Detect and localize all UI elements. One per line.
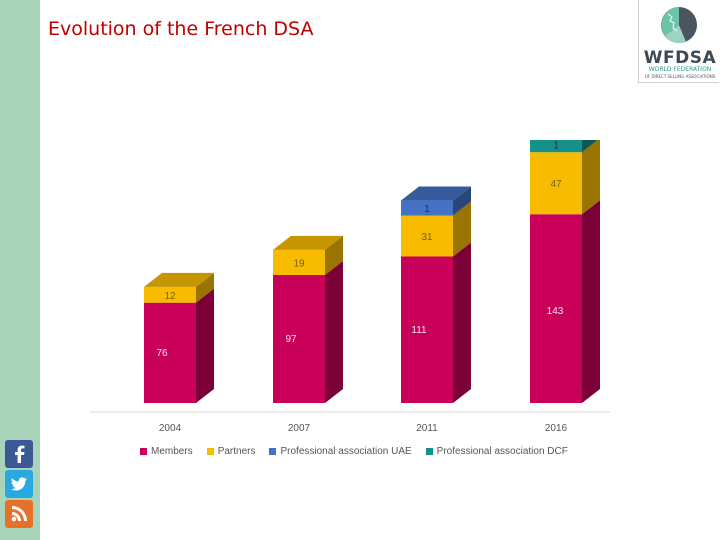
data-label-partners-2016: 47 xyxy=(550,179,562,190)
bar-top-2004 xyxy=(144,272,214,287)
data-label-partners-2007: 19 xyxy=(293,258,305,269)
bar-side-partners-2011 xyxy=(453,201,471,257)
rss-icon[interactable] xyxy=(5,500,33,528)
wfdsa-logo: WFDSA WORLD FEDERATION OF DIRECT SELLING… xyxy=(636,0,720,84)
bar-side-partners-2004 xyxy=(196,272,214,303)
bar-side-members-2016 xyxy=(582,200,600,403)
bar-professional-association-dcf-2016 xyxy=(530,140,582,153)
stacked-bar-chart: 76 12 2004 97 19 2007 111 31 1 2011 143 47 1 2016 xyxy=(90,140,610,434)
legend-label: Professional association DCF xyxy=(436,446,568,457)
legend-item-members: Members xyxy=(140,446,193,457)
logo-frame xyxy=(638,0,719,83)
side-strip xyxy=(0,0,40,540)
data-label-members-2007: 97 xyxy=(285,334,297,345)
legend-swatch xyxy=(269,448,277,455)
bar-side-professional-association-uae-2011 xyxy=(453,186,471,216)
legend-item-partners: Partners xyxy=(206,446,256,457)
legend-swatch xyxy=(425,448,433,455)
legend-label: Professional association UAE xyxy=(280,446,412,457)
data-label-partners-2004: 12 xyxy=(164,291,176,302)
bar-top-2007 xyxy=(273,235,343,250)
bar-professional-association-uae-2011 xyxy=(401,200,453,216)
x-tick-label-2004: 2004 xyxy=(159,423,182,434)
data-label-members-2004: 76 xyxy=(156,348,168,359)
bar-side-members-2007 xyxy=(325,260,343,403)
logo-subtitle: WORLD FEDERATION xyxy=(648,66,712,73)
bar-side-members-2004 xyxy=(196,288,214,403)
facebook-icon[interactable] xyxy=(5,440,33,468)
legend-label: Partners xyxy=(217,446,256,457)
bar-partners-2011 xyxy=(401,215,453,257)
bar-members-2016 xyxy=(530,214,582,403)
globe-icon xyxy=(661,7,697,44)
x-tick-label-2007: 2007 xyxy=(288,423,311,434)
bar-top-2011 xyxy=(401,186,471,201)
page-title: Evolution of the French DSA xyxy=(48,18,314,40)
data-label-members-2011: 111 xyxy=(411,325,427,336)
logo-subtitle-small: OF DIRECT SELLING ASSOCIATIONS xyxy=(644,74,716,79)
bar-partners-2016 xyxy=(530,152,582,215)
logo-text: WFDSA xyxy=(643,48,717,68)
data-label-partners-2011: 31 xyxy=(421,232,433,243)
data-label-professional-association-dcf-2016: 1 xyxy=(553,141,559,152)
bar-side-members-2011 xyxy=(453,242,471,403)
chart-legend: Members Partners Professional association … xyxy=(140,446,568,457)
bar-members-2007 xyxy=(273,274,325,403)
data-label-members-2016: 143 xyxy=(547,306,564,317)
bar-partners-2004 xyxy=(144,286,196,303)
twitter-icon[interactable] xyxy=(5,470,33,498)
legend-item-professional-association-dcf: Professional association DCF xyxy=(425,446,568,457)
data-label-professional-association-uae-2011: 1 xyxy=(424,204,430,215)
bar-partners-2007 xyxy=(273,249,325,275)
x-tick-label-2016: 2016 xyxy=(545,423,568,434)
legend-label: Members xyxy=(151,446,193,457)
bar-members-2004 xyxy=(144,302,196,403)
legend-item-professional-association-uae: Professional association UAE xyxy=(269,446,412,457)
x-tick-label-2011: 2011 xyxy=(416,423,438,434)
legend-swatch xyxy=(206,448,214,455)
bar-side-partners-2016 xyxy=(582,140,600,215)
bar-side-partners-2007 xyxy=(325,235,343,275)
legend-swatch xyxy=(140,448,147,455)
bar-members-2011 xyxy=(401,256,453,403)
